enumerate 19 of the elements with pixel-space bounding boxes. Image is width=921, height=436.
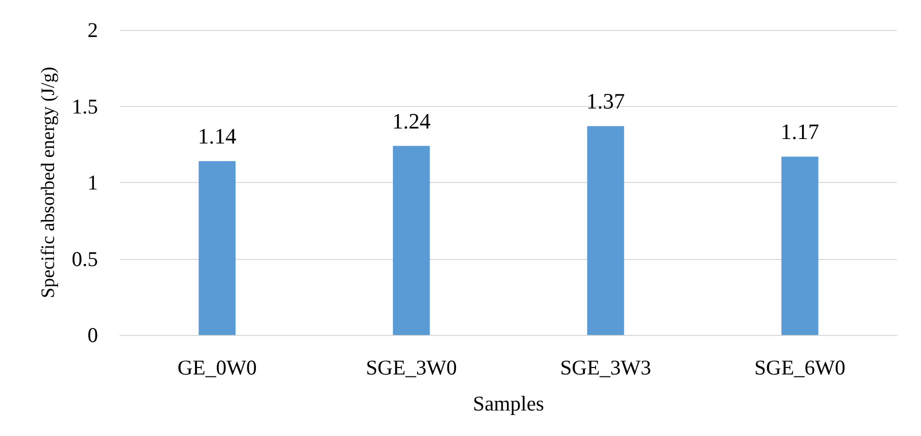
y-tick-label: 0 — [88, 323, 98, 347]
bar — [392, 146, 430, 335]
y-tick-label: 0.5 — [72, 246, 98, 271]
bar — [587, 126, 624, 335]
data-label: 1.14 — [198, 124, 236, 149]
data-label: 1.24 — [392, 108, 431, 134]
bar — [198, 161, 236, 335]
x-tick-label: SGE_3W0 — [366, 356, 457, 380]
data-label: 1.37 — [586, 88, 625, 114]
y-tick-label: 2 — [88, 18, 98, 42]
y-tick-label: 1.5 — [72, 94, 98, 118]
x-tick-label: SGE_6W0 — [754, 356, 846, 380]
bar — [781, 156, 818, 335]
x-tick-label: GE_0W0 — [177, 356, 257, 380]
x-axis-title: Samples — [472, 392, 544, 416]
y-axis-title: Specific absorbed energy (J/g) — [38, 66, 59, 298]
data-label: 1.17 — [780, 119, 820, 144]
y-tick-label: 1 — [88, 170, 98, 194]
x-tick-label: SGE_3W3 — [560, 356, 652, 380]
